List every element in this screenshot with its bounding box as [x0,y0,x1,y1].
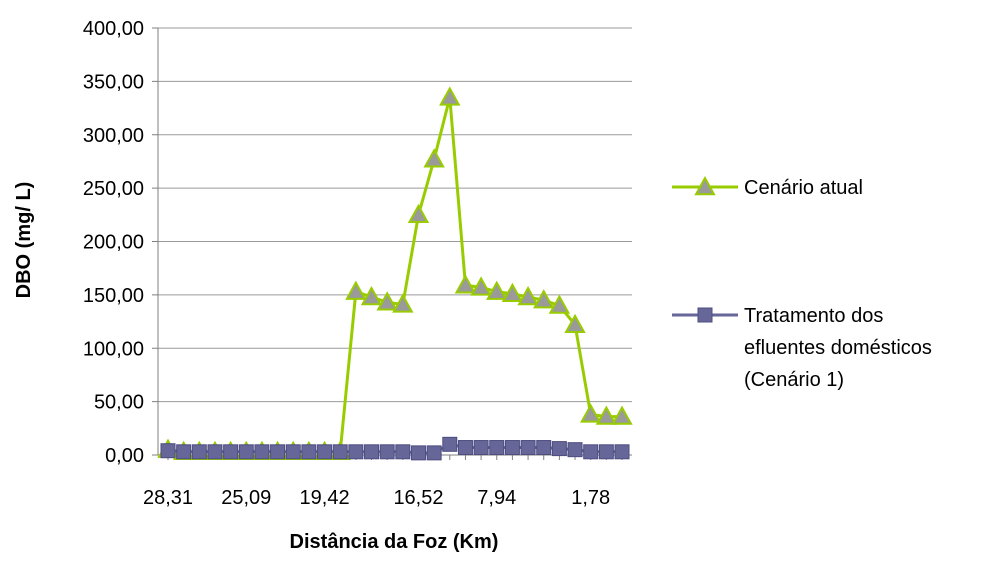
legend-marker-square [697,307,713,323]
data-point-triangle [579,403,602,423]
series-line [167,97,622,454]
data-point-triangle [564,313,586,333]
data-point-square [520,440,536,456]
x-tick-label: 28,31 [143,487,193,509]
x-tick-label: 16,52 [393,487,443,509]
y-tick-label: 350,00 [83,71,144,93]
y-tick-label: 100,00 [83,338,144,360]
series [157,86,633,461]
data-point-square [332,444,348,460]
data-point-triangle [407,203,430,224]
data-point-triangle [595,405,618,425]
x-tick-label: 1,78 [571,487,610,509]
data-point-triangle [470,276,492,296]
legend: Cenário atual Tratamento dos efluentes dom… [672,175,932,391]
data-point-square [442,436,458,452]
axes: 0,00 50,00 100,00 150,00 200,00 250,00 300,00 3… [83,18,632,509]
data-point-square [598,444,614,460]
data-point-square [567,442,583,458]
data-point-triangle [517,285,539,306]
y-tick-label: 150,00 [83,285,144,307]
data-point-square [301,444,317,460]
series-cenario-atual [157,86,633,460]
data-point-square [348,444,364,460]
data-point-triangle [486,280,508,300]
x-axis-title: Distância da Foz (Km) [290,531,499,553]
legend-marker-triangle [694,175,716,196]
y-tick-label: 50,00 [94,392,144,414]
data-point-square [426,445,442,461]
data-point-square [160,443,176,459]
data-point-square [191,444,207,460]
legend-label-tratamento: Tratamento dos efluentes domésticos (Cenár… [744,305,932,391]
data-point-triangle [501,282,524,303]
data-point-square [536,440,552,456]
data-point-square [317,444,333,460]
data-point-square [364,444,380,460]
series-tratamento [160,436,630,461]
data-point-triangle [439,86,461,106]
data-point-triangle [376,291,398,311]
y-tick-label: 250,00 [83,178,144,200]
data-point-triangle [533,289,555,309]
data-point-square [395,444,411,460]
y-tick-label: 200,00 [83,232,144,254]
data-point-triangle [345,280,367,300]
data-point-square [223,444,239,460]
data-point-square [176,444,192,460]
data-point-square [238,444,254,460]
x-tick-label: 19,42 [300,487,350,509]
legend-label-line: (Cenário 1) [744,369,844,391]
data-point-square [614,444,630,460]
data-point-square [270,444,286,460]
data-point-square [489,440,505,456]
data-point-triangle [611,405,633,425]
data-point-square [551,441,567,457]
gridlines [158,27,632,456]
data-point-triangle [548,294,571,314]
legend-label-line: Tratamento dos [744,305,883,327]
x-tick-label: 25,09 [221,487,271,509]
data-point-triangle [360,285,383,306]
data-point-square [410,445,426,461]
data-point-square [207,444,223,460]
y-tick-label: 400,00 [83,18,144,40]
data-point-square [254,444,270,460]
data-point-square [583,444,599,460]
legend-label-line: efluentes domésticos [744,337,932,359]
legend-label-cenario-atual: Cenário atual [744,177,863,199]
data-point-triangle [454,274,477,294]
y-tick-label: 0,00 [105,445,144,467]
y-axis-title: DBO (mg/ L) [13,182,35,299]
data-point-square [504,440,520,456]
data-point-triangle [423,148,445,168]
data-point-square [473,440,489,456]
x-tick-label: 7,94 [477,487,516,509]
data-point-square [457,440,473,456]
data-point-square [379,444,395,460]
data-point-square [285,444,301,460]
data-point-triangle [392,293,414,313]
y-tick-label: 300,00 [83,125,144,147]
